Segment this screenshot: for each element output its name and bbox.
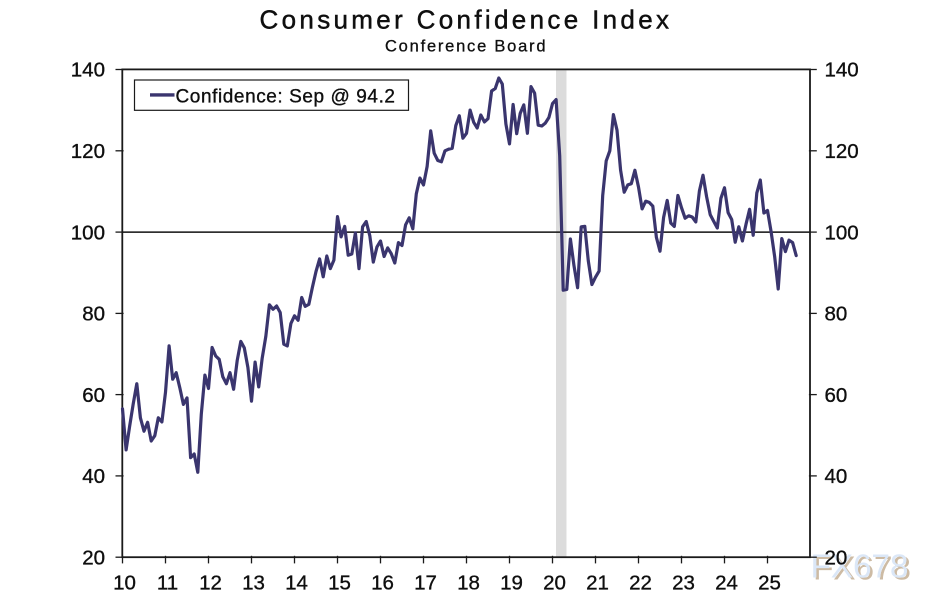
svg-text:Confidence: Sep @ 94.2: Confidence: Sep @ 94.2 [176, 86, 396, 107]
svg-text:20: 20 [543, 572, 566, 595]
svg-text:17: 17 [414, 572, 437, 595]
svg-text:13: 13 [242, 572, 265, 595]
svg-text:40: 40 [825, 465, 848, 488]
svg-text:22: 22 [629, 572, 652, 595]
svg-text:100: 100 [825, 221, 859, 244]
svg-text:120: 120 [71, 140, 105, 163]
svg-text:Consumer Confidence Index: Consumer Confidence Index [260, 5, 670, 35]
svg-text:FX678: FX678 [811, 548, 909, 585]
svg-text:120: 120 [825, 140, 859, 163]
svg-text:FX678: FX678 [813, 551, 911, 588]
svg-text:18: 18 [457, 572, 480, 595]
svg-text:Conference Board: Conference Board [385, 37, 546, 55]
svg-text:21: 21 [586, 572, 609, 595]
svg-text:60: 60 [825, 384, 848, 407]
svg-text:20: 20 [825, 546, 848, 569]
svg-text:140: 140 [71, 59, 105, 82]
svg-text:80: 80 [82, 303, 105, 326]
svg-text:100: 100 [71, 221, 105, 244]
svg-text:16: 16 [371, 572, 394, 595]
svg-text:80: 80 [825, 303, 848, 326]
svg-text:14: 14 [285, 572, 308, 595]
svg-text:10: 10 [113, 572, 136, 595]
svg-text:24: 24 [715, 572, 738, 595]
svg-text:11: 11 [157, 572, 178, 595]
svg-text:20: 20 [82, 546, 105, 569]
svg-text:140: 140 [825, 59, 859, 82]
svg-text:25: 25 [758, 572, 781, 595]
svg-text:12: 12 [199, 572, 222, 595]
svg-text:15: 15 [328, 572, 351, 595]
svg-text:23: 23 [672, 572, 695, 595]
svg-text:19: 19 [500, 572, 523, 595]
svg-text:60: 60 [82, 384, 105, 407]
svg-text:40: 40 [82, 465, 105, 488]
